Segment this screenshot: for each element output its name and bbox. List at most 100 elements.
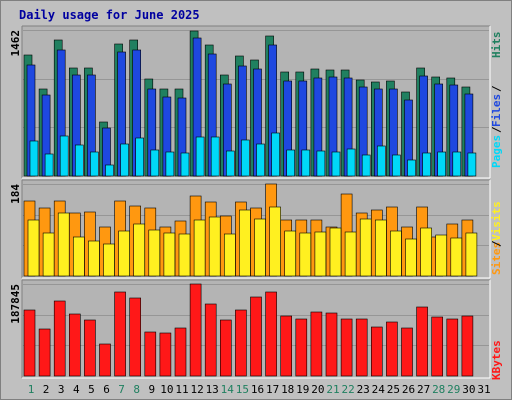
day-tick-label: 23	[357, 383, 370, 396]
visits-bar-fill	[224, 233, 236, 277]
visits-bar	[73, 236, 85, 277]
kbytes-bar	[416, 306, 428, 377]
kbytes-bar-fill	[370, 326, 383, 377]
day-tick-label: 10	[160, 383, 173, 396]
pages-bar	[422, 152, 431, 177]
pages-bar-fill	[105, 164, 114, 177]
pages-bar-fill	[44, 153, 54, 177]
right-axis-separator: /	[490, 85, 503, 92]
day-tick-label: 17	[266, 383, 279, 396]
pages-bar	[256, 143, 265, 177]
right-axis-visits-label: Visits	[490, 201, 503, 241]
visits-bar-fill	[269, 206, 281, 277]
day-tick-label: 24	[372, 383, 386, 396]
kbytes-bar	[355, 318, 368, 377]
visits-bar-fill	[118, 230, 130, 277]
kbytes-bar	[69, 313, 81, 377]
pages-bar	[301, 149, 311, 177]
kbytes-bar-fill	[144, 331, 157, 377]
visits-bar-fill	[254, 218, 266, 277]
right-axis-pages-label: Pages	[490, 135, 503, 168]
panel-2-ymax-label: 187845	[9, 284, 22, 324]
pages-bar	[392, 154, 401, 177]
day-tick-label: 30	[462, 383, 475, 396]
day-tick-label: 20	[311, 383, 324, 396]
pages-bar	[90, 151, 99, 177]
kbytes-bar-fill	[386, 321, 398, 377]
pages-bar-fill	[286, 149, 296, 177]
pages-bar-fill	[135, 137, 144, 177]
visits-bar	[299, 232, 312, 277]
kbytes-bar-fill	[38, 328, 51, 377]
visits-bar-fill	[344, 231, 357, 277]
pages-bar-fill	[150, 149, 160, 177]
kbytes-bar	[280, 315, 293, 377]
visits-bar	[133, 223, 145, 277]
pages-bar-fill	[256, 143, 265, 177]
kbytes-bar	[235, 309, 247, 377]
pages-bar	[437, 151, 447, 177]
kbytes-bar-fill	[310, 311, 323, 377]
kbytes-bar	[159, 332, 172, 377]
kbytes-bar-fill	[53, 300, 66, 377]
pages-bar	[316, 150, 326, 177]
day-tick-label: 2	[43, 383, 50, 396]
pages-bar-fill	[165, 151, 175, 177]
day-tick-label: 16	[251, 383, 264, 396]
pages-bar	[44, 153, 54, 177]
visits-bar	[329, 227, 342, 277]
visits-bar-fill	[148, 229, 161, 277]
day-tick-label: 27	[417, 383, 430, 396]
kbytes-bar	[431, 316, 444, 377]
day-tick-label: 26	[402, 383, 415, 396]
pages-bar	[467, 152, 477, 177]
visits-bar	[208, 216, 221, 277]
day-tick-label: 14	[221, 383, 235, 396]
kbytes-bar-fill	[235, 309, 247, 377]
pages-bar	[331, 151, 341, 177]
visits-bar	[57, 212, 70, 277]
kbytes-bar	[325, 312, 338, 377]
visits-bar-fill	[405, 238, 417, 277]
kbytes-bar-fill	[114, 291, 126, 377]
visits-bar-fill	[208, 216, 221, 277]
pages-bar	[195, 136, 205, 177]
pages-bar	[135, 137, 144, 177]
kbytes-bar	[340, 318, 353, 377]
visits-bar-fill	[163, 232, 176, 277]
visits-bar	[103, 243, 115, 277]
right-axis-kbytes-label: KBytes	[490, 340, 503, 380]
visits-bar	[284, 230, 297, 277]
pages-bar	[59, 135, 69, 177]
kbytes-bar-fill	[325, 312, 338, 377]
pages-bar	[271, 132, 280, 177]
right-axis-separator: /	[490, 240, 503, 247]
day-tick-label: 28	[432, 383, 445, 396]
visits-bar	[405, 238, 417, 277]
visits-bar-fill	[57, 212, 70, 277]
visits-bar-fill	[390, 230, 402, 277]
pages-bar	[120, 143, 129, 177]
visits-bar	[435, 234, 448, 277]
visits-bar	[224, 233, 236, 277]
pages-bar	[241, 139, 250, 177]
visits-bar	[193, 219, 206, 277]
pages-bar-fill	[90, 151, 99, 177]
day-tick-label: 5	[88, 383, 95, 396]
day-tick-label: 22	[341, 383, 354, 396]
visits-bar-fill	[435, 234, 448, 277]
kbytes-bar	[84, 319, 96, 377]
day-tick-label: 1	[28, 383, 35, 396]
kbytes-bar-fill	[129, 297, 141, 377]
kbytes-bar-fill	[174, 327, 187, 377]
visits-bar	[374, 219, 387, 277]
pages-bar	[286, 149, 296, 177]
kbytes-bar	[250, 296, 262, 377]
panel-0-ymax-label: 1462	[9, 30, 22, 57]
visits-bar	[27, 219, 40, 277]
pages-bar-fill	[226, 150, 235, 177]
pages-bar-fill	[422, 152, 431, 177]
kbytes-bar	[446, 318, 459, 377]
pages-bar-fill	[195, 136, 205, 177]
pages-bar	[180, 152, 190, 177]
